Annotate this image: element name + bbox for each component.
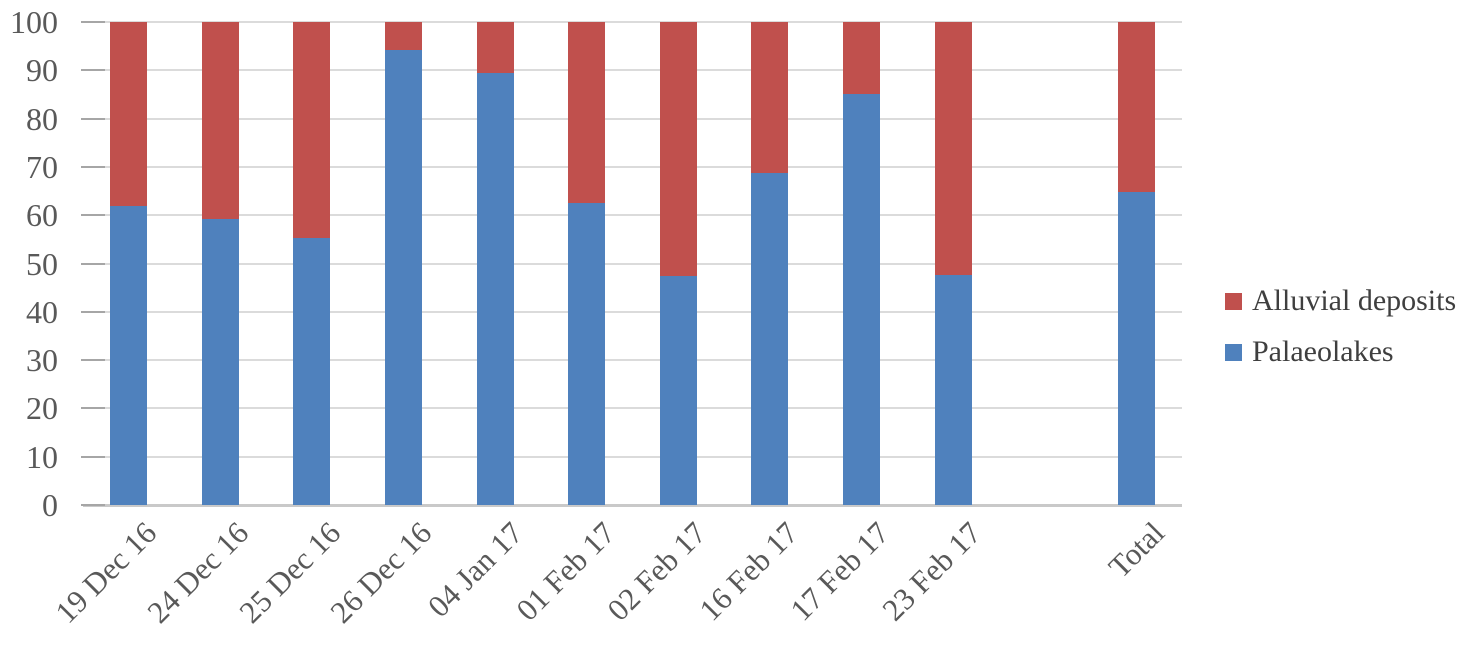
- y-axis-label-70: 70: [26, 148, 58, 185]
- legend-label-alluvial-deposits: Alluvial deposits: [1252, 284, 1457, 317]
- y-axis-tick-20: [81, 407, 105, 410]
- y-axis-label-40: 40: [26, 293, 58, 330]
- bar-16-feb-17-palaeolakes: [751, 173, 789, 505]
- bar-25-dec-16-alluvial-deposits: [293, 22, 331, 238]
- x-axis-label-23-feb-17: 23 Feb 17: [875, 515, 988, 628]
- gridline-90: [83, 69, 1182, 72]
- bar-19-dec-16-alluvial-deposits: [110, 22, 148, 207]
- gridline-10: [83, 455, 1182, 458]
- y-axis-tick-90: [81, 69, 105, 72]
- y-axis-tick-30: [81, 359, 105, 362]
- y-axis-tick-60: [81, 214, 105, 217]
- bar-04-jan-17-palaeolakes: [476, 73, 514, 505]
- x-axis-label-26-dec-16: 26 Dec 16: [323, 515, 439, 630]
- bar-total-palaeolakes: [1117, 192, 1155, 505]
- gridline-70: [83, 165, 1182, 168]
- y-axis-label-90: 90: [26, 52, 58, 89]
- y-axis-tick-0: [81, 504, 105, 506]
- gridline-100: [83, 21, 1182, 23]
- y-axis-label-30: 30: [26, 342, 58, 379]
- bar-01-feb-17-palaeolakes: [568, 203, 606, 505]
- x-axis-label-24-dec-16: 24 Dec 16: [140, 515, 256, 630]
- x-axis-label-total: Total: [1101, 515, 1171, 585]
- bar-02-feb-17-alluvial-deposits: [659, 22, 697, 277]
- y-axis-label-20: 20: [26, 390, 58, 427]
- bar-04-jan-17-alluvial-deposits: [476, 22, 514, 74]
- y-axis-label-60: 60: [26, 197, 58, 234]
- legend-swatch-palaeolakes: [1225, 343, 1242, 361]
- bar-26-dec-16-alluvial-deposits: [385, 22, 423, 50]
- bar-16-feb-17-alluvial-deposits: [751, 22, 789, 174]
- legend-item-palaeolakes: Palaeolakes: [1225, 332, 1456, 372]
- y-axis-tick-50: [81, 262, 105, 265]
- legend-item-alluvial-deposits: Alluvial deposits: [1225, 281, 1456, 321]
- x-axis-label-19-dec-16: 19 Dec 16: [48, 515, 164, 630]
- y-axis-label-80: 80: [26, 100, 58, 137]
- bar-24-dec-16-palaeolakes: [201, 218, 239, 505]
- x-axis-label-16-feb-17: 16 Feb 17: [692, 515, 805, 628]
- bar-17-feb-17-palaeolakes: [842, 94, 880, 505]
- legend-label-palaeolakes: Palaeolakes: [1252, 335, 1394, 368]
- gridline-40: [83, 310, 1182, 313]
- gridline-60: [83, 214, 1182, 217]
- legend-swatch-alluvial-deposits: [1225, 292, 1242, 310]
- bar-23-feb-17-palaeolakes: [934, 275, 972, 505]
- bar-26-dec-16-palaeolakes: [385, 49, 423, 505]
- x-axis-label-01-feb-17: 01 Feb 17: [509, 515, 622, 628]
- gridline-20: [83, 407, 1182, 410]
- x-axis-label-17-feb-17: 17 Feb 17: [783, 515, 897, 628]
- y-axis-tick-100: [81, 21, 105, 23]
- y-axis-tick-40: [81, 310, 105, 313]
- legend: Alluvial deposits Palaeolakes: [1225, 281, 1456, 383]
- bar-19-dec-16-palaeolakes: [110, 206, 148, 505]
- y-axis-label-0: 0: [42, 487, 58, 523]
- y-axis-label-100: 100: [10, 4, 58, 40]
- gridline-80: [83, 117, 1182, 120]
- y-axis-label-50: 50: [26, 245, 58, 282]
- y-axis-label-10: 10: [26, 438, 58, 475]
- y-axis-tick-70: [81, 165, 105, 168]
- bar-23-feb-17-alluvial-deposits: [934, 22, 972, 276]
- bar-total-alluvial-deposits: [1117, 22, 1155, 193]
- bar-01-feb-17-alluvial-deposits: [568, 22, 606, 204]
- bar-17-feb-17-alluvial-deposits: [842, 22, 880, 95]
- gridline-30: [83, 359, 1182, 362]
- y-axis-tick-80: [81, 117, 105, 120]
- x-axis-label-02-feb-17: 02 Feb 17: [600, 515, 714, 628]
- gridline-0: [83, 504, 1182, 507]
- bar-25-dec-16-palaeolakes: [293, 237, 331, 505]
- bar-02-feb-17-palaeolakes: [659, 276, 697, 505]
- x-axis-label-25-dec-16: 25 Dec 16: [231, 515, 347, 630]
- gridline-50: [83, 262, 1182, 265]
- bar-24-dec-16-alluvial-deposits: [201, 22, 239, 219]
- y-axis-tick-10: [81, 455, 105, 458]
